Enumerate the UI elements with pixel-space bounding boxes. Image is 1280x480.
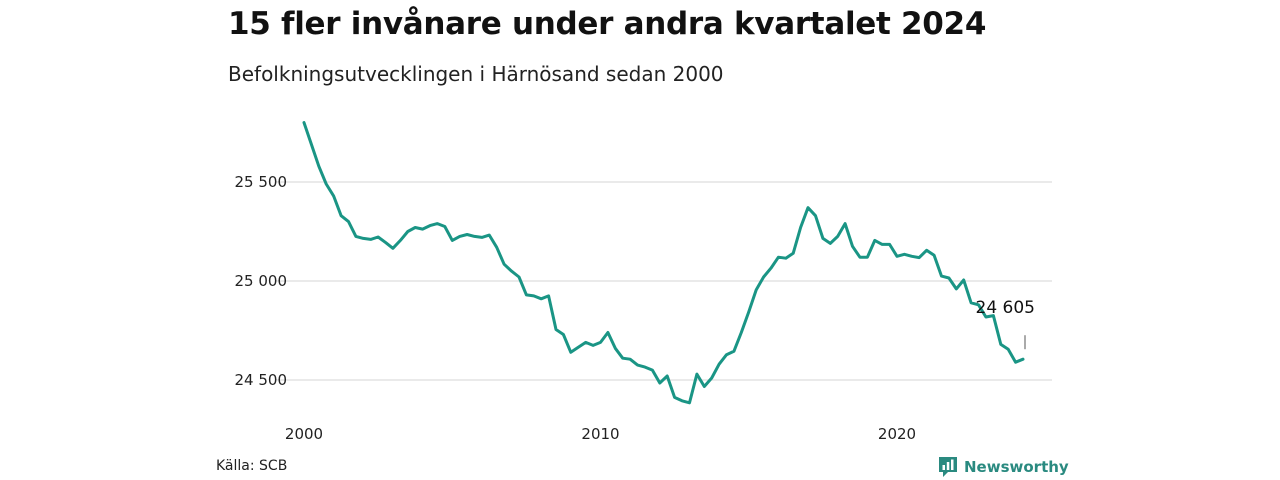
series-line (302, 121, 1025, 405)
x-tick-label: 2010 (581, 425, 619, 443)
y-tick-label: 25 500 (235, 173, 288, 191)
chart-title: 15 fler invånare under andra kvartalet 2… (228, 6, 987, 42)
newsworthy-logo-icon (939, 457, 957, 477)
x-tick-label: 2000 (285, 425, 323, 443)
x-axis-ticks: 2000 2010 2020 (285, 425, 916, 443)
annotation-label: 24 605 (976, 298, 1035, 318)
grid-lines (275, 181, 1052, 381)
x-tick-label: 2020 (878, 425, 916, 443)
source-note: Källa: SCB (216, 458, 288, 474)
y-tick-label: 25 000 (235, 272, 288, 290)
value-annotation: 24 605 (976, 298, 1035, 350)
brand-logo[interactable]: Newsworthy (938, 456, 1069, 478)
brand-name: Newsworthy (964, 458, 1069, 476)
y-axis-ticks: 24 500 25 000 25 500 (235, 173, 288, 389)
chart-subtitle: Befolkningsutvecklingen i Härnösand seda… (228, 62, 724, 86)
y-tick-label: 24 500 (235, 371, 288, 389)
